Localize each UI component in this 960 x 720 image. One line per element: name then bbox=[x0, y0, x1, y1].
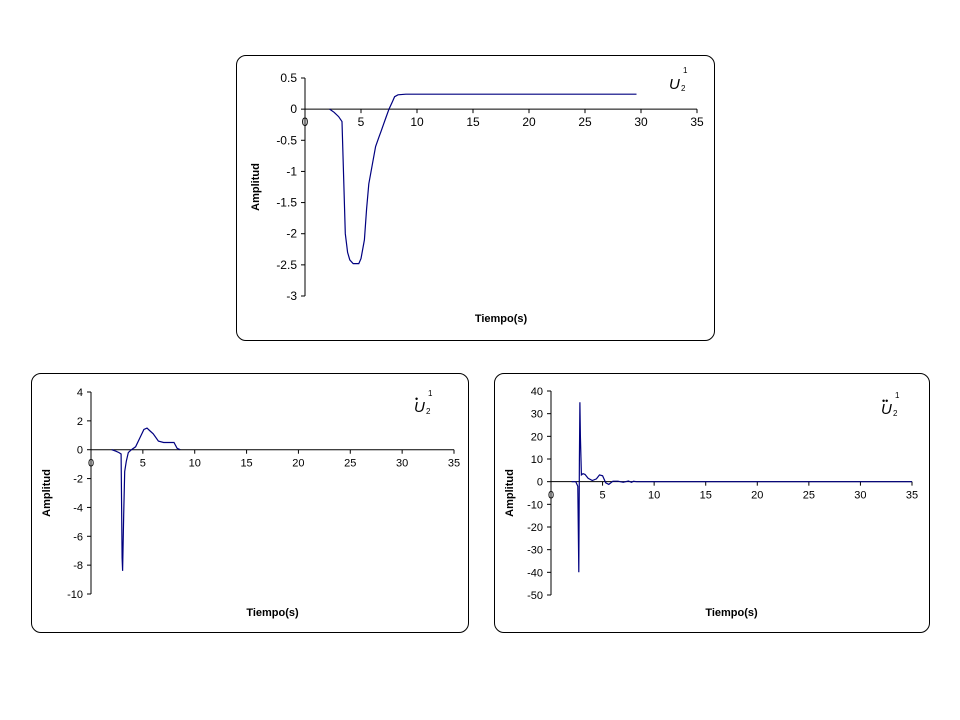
x-axis-label: Tiempo(s) bbox=[246, 607, 299, 619]
chart-panel-top: 0.5 0 -0.5 -1 -1.5 -2 -2.5 -3 0 5 10 15 20 25 30 35 Tiem… bbox=[236, 55, 715, 341]
x-tick-label: 35 bbox=[690, 115, 704, 129]
x-tick-label: 0 bbox=[548, 490, 554, 502]
annotation-symbol: U bbox=[881, 401, 892, 418]
y-tick-label: 10 bbox=[531, 454, 543, 466]
x-tick-label: 20 bbox=[292, 458, 304, 470]
chart-svg: 40 30 20 10 0 -10 -20 -30 -40 -50 0 5 10 15 20 25 30 35 Ti… bbox=[504, 386, 918, 619]
x-tick-label: 10 bbox=[410, 115, 424, 129]
y-tick-label: -30 bbox=[527, 545, 543, 557]
y-tick-label: 30 bbox=[531, 409, 543, 421]
x-tick-label: 35 bbox=[906, 490, 918, 502]
annotation-superscript: 1 bbox=[895, 391, 900, 400]
y-tick-label: -10 bbox=[67, 589, 83, 601]
y-tick-label: 40 bbox=[531, 386, 543, 398]
x-tick-label: 25 bbox=[803, 490, 815, 502]
annotation-symbol: U bbox=[669, 76, 680, 93]
y-tick-label: -8 bbox=[73, 560, 83, 572]
annotation-subscript: 2 bbox=[426, 407, 431, 416]
series-line bbox=[111, 427, 181, 571]
y-tick-label: 0 bbox=[77, 445, 83, 457]
x-tick-label: 15 bbox=[700, 490, 712, 502]
y-tick-label: 0.5 bbox=[280, 71, 297, 85]
y-tick-label: -3 bbox=[286, 289, 297, 303]
chart-svg: 420-2-4-6-8-100 5 10 15 20 25 30 35Tiempo(s)Amp… bbox=[41, 387, 460, 619]
y-tick-label: -0.5 bbox=[276, 133, 297, 147]
x-tick-label: 30 bbox=[396, 458, 408, 470]
x-axis-label: Tiempo(s) bbox=[475, 313, 528, 325]
y-tick-label: -2 bbox=[286, 227, 297, 241]
x-tick-label: 30 bbox=[854, 490, 866, 502]
y-tick-label: -1 bbox=[286, 164, 297, 178]
y-tick-label: -2.5 bbox=[276, 258, 297, 272]
annotation-superscript: 1 bbox=[428, 389, 433, 398]
annotation-subscript: 2 bbox=[681, 84, 686, 93]
x-tick-label: 10 bbox=[648, 490, 660, 502]
x-tick-label: 20 bbox=[751, 490, 763, 502]
x-tick-label: 30 bbox=[634, 115, 648, 129]
y-tick-label: -1.5 bbox=[276, 196, 297, 210]
y-tick-label: -6 bbox=[73, 531, 83, 543]
series-annotation: U 2 1 bbox=[669, 66, 688, 93]
chart-svg: 0.5 0 -0.5 -1 -1.5 -2 -2.5 -3 0 5 10 15 20 25 30 35 Tiem… bbox=[250, 66, 704, 325]
y-tick-label: -4 bbox=[73, 502, 83, 514]
y-tick-label: -2 bbox=[73, 474, 83, 486]
series-annotation: U 2 1 •• bbox=[881, 391, 900, 418]
annotation-dots: •• bbox=[882, 396, 888, 406]
y-axis-label: Amplitud bbox=[250, 163, 262, 211]
x-tick-label: 0 bbox=[302, 115, 309, 129]
series-line bbox=[329, 93, 637, 265]
x-tick-label: 35 bbox=[448, 458, 460, 470]
x-axis-label: Tiempo(s) bbox=[705, 607, 758, 619]
chart-panel-bottom-right: 40 30 20 10 0 -10 -20 -30 -40 -50 0 5 10 15 20 25 30 35 Ti… bbox=[494, 373, 930, 633]
x-tick-label: 15 bbox=[240, 458, 252, 470]
y-tick-label: 2 bbox=[77, 416, 83, 428]
y-tick-label: -40 bbox=[527, 567, 543, 579]
x-tick-label: 10 bbox=[189, 458, 201, 470]
x-tick-label: 5 bbox=[140, 458, 146, 470]
y-axis-label: Amplitud bbox=[504, 469, 516, 517]
x-tick-label: 20 bbox=[522, 115, 536, 129]
y-axis-label: Amplitud bbox=[41, 469, 53, 517]
x-tick-label: 15 bbox=[466, 115, 480, 129]
chart-panel-bottom-left: 4 2 0 -2 -4 -6 -8 -10 0 5 10 15 20 25 30 35 Tiempo(s) Amp… bbox=[31, 373, 469, 633]
x-tick-label: 25 bbox=[578, 115, 592, 129]
x-tick-label: 0 bbox=[88, 458, 94, 470]
y-tick-label: 0 bbox=[537, 477, 543, 489]
y-tick-label: 0 bbox=[290, 102, 297, 116]
series-line bbox=[571, 402, 912, 573]
annotation-subscript: 2 bbox=[893, 409, 898, 418]
y-tick-label: -50 bbox=[527, 590, 543, 602]
annotation-superscript: 1 bbox=[683, 66, 688, 75]
y-tick-label: 20 bbox=[531, 431, 543, 443]
x-tick-label: 25 bbox=[344, 458, 356, 470]
y-tick-label: 4 bbox=[77, 387, 83, 399]
y-tick-label: -20 bbox=[527, 522, 543, 534]
x-tick-label: 5 bbox=[600, 490, 606, 502]
x-tick-label: 5 bbox=[358, 115, 365, 129]
y-tick-label: -10 bbox=[527, 499, 543, 511]
series-annotation: U 2 1 • bbox=[414, 389, 433, 416]
annotation-symbol: U bbox=[414, 399, 425, 416]
annotation-dots: • bbox=[415, 394, 418, 404]
